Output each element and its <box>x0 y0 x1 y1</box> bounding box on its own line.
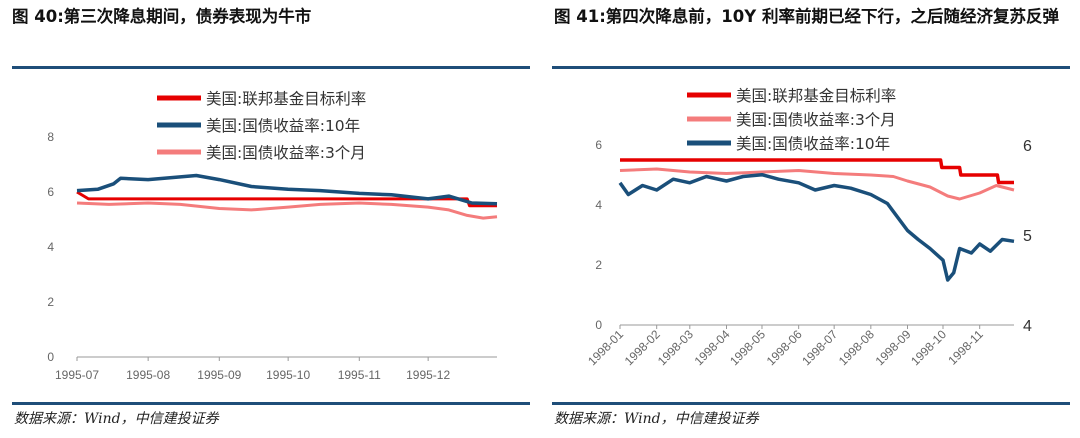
right-bottom-rule <box>552 402 1070 405</box>
right-top-rule <box>552 66 1070 69</box>
legend-label: 美国:国债收益率:10年 <box>206 117 360 135</box>
y-tick-label: 0 <box>47 350 54 364</box>
x-tick-label: 1995-10 <box>266 368 310 382</box>
left-figure-title: 图 40:第三次降息期间，债券表现为牛市 <box>12 7 312 26</box>
right-chart: 02464561998-011998-021998-031998-041998-… <box>585 87 1032 368</box>
x-tick-label: 1998-05 <box>727 327 768 368</box>
x-tick-label: 1998-08 <box>836 327 877 368</box>
x-tick-label: 1998-02 <box>622 327 663 368</box>
legend-label: 美国:联邦基金目标利率 <box>206 90 366 108</box>
legend-label: 美国:国债收益率:10年 <box>736 135 890 153</box>
series-line <box>618 172 1015 282</box>
x-tick-label: 1998-11 <box>945 327 986 368</box>
legend-label: 美国:联邦基金目标利率 <box>736 87 896 105</box>
x-tick-label: 1998-01 <box>585 327 626 368</box>
left-bottom-rule <box>12 402 530 405</box>
series-line <box>619 167 1015 201</box>
y-tick-label: 0 <box>595 318 602 332</box>
legend-label: 美国:国债收益率:3个月 <box>206 144 366 162</box>
y-tick-label: 8 <box>47 130 54 144</box>
x-tick-label: 1995-09 <box>197 368 241 382</box>
left-chart: 0 2 4 6 8 1995-07 1995-08 1995-09 1995-10 1995-11… <box>47 90 498 382</box>
x-tick-label: 1995-11 <box>338 368 381 382</box>
y2-tick-label: 6 <box>1023 138 1032 155</box>
x-tick-label: 1995-12 <box>406 368 450 382</box>
y-tick-label: 6 <box>47 185 54 199</box>
right-panel: 图 41:第四次降息前，10Y 利率前期已经下行，之后随经济复苏反弹 0 2 4 6 4… <box>540 0 1080 438</box>
left-panel: 图 40:第三次降息期间，债券表现为牛市 0 2 4 6 8 1995-07 1995-08… <box>0 0 530 438</box>
x-tick-label: 1998-06 <box>764 327 805 368</box>
y2-tick-label: 5 <box>1023 228 1032 245</box>
x-tick-label: 1998-07 <box>799 327 840 368</box>
left-source-note: 数据来源：Wind，中信建投证券 <box>14 411 219 427</box>
x-tick-label: 1995-07 <box>55 368 99 382</box>
x-tick-label: 1998-10 <box>908 327 949 368</box>
series-line <box>76 190 497 208</box>
series-line <box>76 201 498 220</box>
legend-label: 美国:国债收益率:3个月 <box>736 111 896 129</box>
right-figure-title: 图 41:第四次降息前，10Y 利率前期已经下行，之后随经济复苏反弹 <box>554 7 1059 26</box>
y-tick-label: 2 <box>47 295 54 309</box>
right-source-note: 数据来源：Wind，中信建投证券 <box>554 411 759 427</box>
x-tick-label: 1998-04 <box>692 327 733 368</box>
series-line <box>620 158 1014 185</box>
series-line <box>76 173 498 206</box>
y-tick-label: 4 <box>47 240 54 254</box>
x-tick-label: 1995-08 <box>126 368 170 382</box>
y-tick-label: 2 <box>595 258 602 272</box>
x-tick-label: 1998-03 <box>655 327 696 368</box>
x-tick-label: 1998-09 <box>873 327 914 368</box>
left-top-rule <box>12 66 530 69</box>
y-tick-label: 4 <box>595 198 602 212</box>
y-tick-label: 6 <box>595 138 602 152</box>
y2-tick-label: 4 <box>1023 318 1032 335</box>
